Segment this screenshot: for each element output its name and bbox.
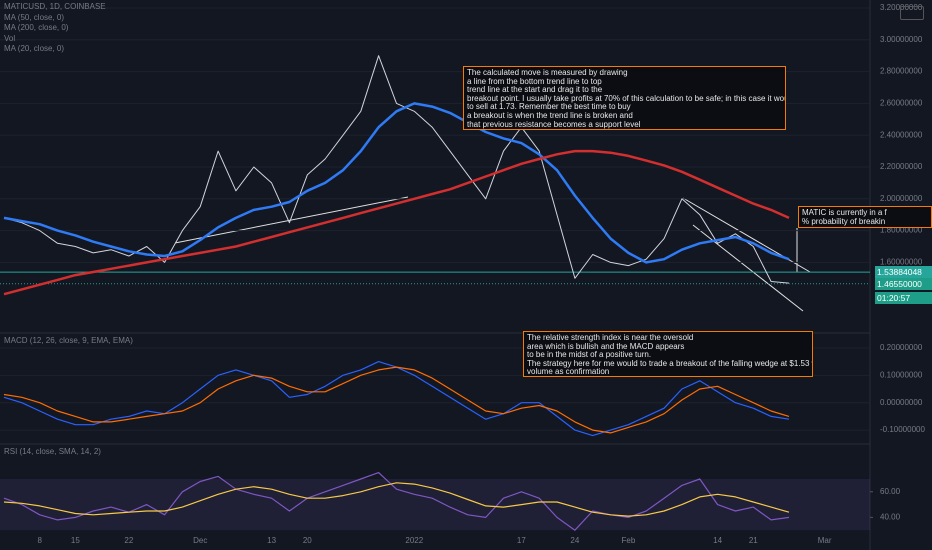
annotation-line: a line from the bottom trend line to top [467,76,602,86]
rsi-legend: RSI (14, close, SMA, 14, 2) [4,447,101,456]
annotation-line: The strategy here for me would to trade … [527,358,813,368]
countdown: 01:20:57 [875,292,932,304]
y-tick-label: 2.20000000 [880,162,923,171]
y-tick-label: 40.00 [880,512,901,521]
indicator: MA (200, close, 0) [4,23,69,32]
annotation-line: breakout point. I usually take profits a… [467,93,786,103]
series-line [3,472,790,531]
y-tick-label: 1.60000000 [880,258,923,267]
wedge-line [692,224,804,312]
y-tick-label: 2.00000000 [880,194,923,203]
indicator: Vol [4,33,16,43]
y-tick-label: 2.40000000 [880,130,923,139]
x-tick-label: 17 [517,536,526,545]
x-tick-label: 15 [71,536,80,545]
annotation-line: that previous resistance becomes a suppo… [467,119,641,129]
price-label: 1.53884048 [875,266,932,279]
toggle[interactable] [900,6,924,20]
y-tick-label: 0.00000000 [880,398,923,407]
symbol: MATICUSD, 1D, COINBASE [4,2,106,11]
y-tick-label: 0.20000000 [880,343,923,352]
annotation-line: MATIC is currently in a f [802,208,887,217]
series-line [3,482,790,517]
x-tick-label: 22 [124,536,133,545]
annotation-line: trend line at the start and drag it to t… [467,85,603,95]
x-tick-label: Dec [193,536,207,545]
indicator: MA (50, close, 0) [4,12,65,22]
trend-line [174,196,409,244]
price-label: 1.46550000 [875,277,932,290]
y-tick-label: 3.20000000 [880,3,923,12]
x-tick-label: 24 [570,536,579,545]
x-tick-label: 2022 [405,536,423,545]
annotation: The calculated move is measured by drawi… [463,66,786,130]
annotation-line: The relative strength index is near the … [527,333,694,342]
y-tick-label: 2.80000000 [880,67,923,76]
annotation-line: % probability of breakin [802,216,886,226]
annotation-line: a breakout is when the trend line is bro… [467,110,633,120]
x-tick-label: 20 [303,536,312,545]
x-tick-label: 13 [267,536,276,545]
annotation-line: volume as confirmation [527,367,610,377]
series-line [3,366,790,434]
x-tick-label: Feb [622,536,636,545]
legend: MATICUSD, 1D, COINBASE MA (50, close, 0)… [4,2,106,55]
y-tick-label: 0.10000000 [880,370,923,379]
annotation: The relative strength index is near the … [523,331,813,377]
annotation-line: The calculated move is measured by drawi… [467,68,628,77]
series-line [3,102,790,264]
macd-legend: MACD (12, 26, close, 9, EMA, EMA) [4,336,133,345]
indicator: MA (20, close, 0) [4,44,65,53]
annotation-line: to sell at 1.73. Remember the best time … [467,102,631,112]
y-tick-label: 3.00000000 [880,35,923,44]
y-tick-label: 1.80000000 [880,226,923,235]
y-tick-label: 60.00 [880,487,901,496]
x-tick-label: Mar [818,536,832,545]
series-line [3,149,790,296]
x-tick-label: 21 [749,536,758,545]
y-tick-label: -0.10000000 [880,425,925,434]
y-tick-label: 2.60000000 [880,98,923,107]
x-tick-label: 8 [37,536,42,545]
rsi-band [0,478,870,531]
annotation: MATIC is currently in a f% probability o… [798,206,932,228]
x-tick-label: 14 [713,536,722,545]
annotation-line: to be in the midst of a positive turn. [527,350,652,360]
annotation-line: area which is bullish and the MACD appea… [527,341,685,351]
